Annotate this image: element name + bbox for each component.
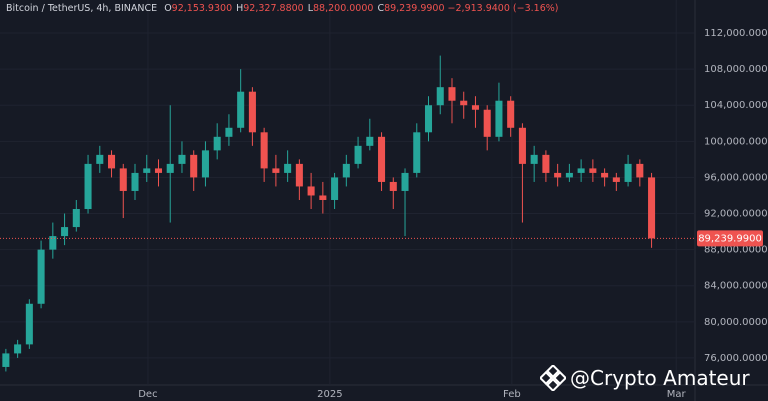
ohlc-value: 89,239.9900 <box>384 3 445 14</box>
candle-body <box>154 168 163 173</box>
candle-body <box>14 344 22 354</box>
watermark-text: @Crypto Amateur <box>570 366 750 390</box>
candle-body <box>178 154 186 164</box>
ohlc-key: L <box>307 3 313 14</box>
candle-body <box>436 87 444 106</box>
y-tick-label: 92,000.0000 <box>704 209 768 220</box>
candle-body <box>307 186 315 196</box>
candle-body <box>413 132 421 173</box>
candle-body <box>389 181 397 191</box>
price-label: 89,239.9900 <box>698 233 762 244</box>
price-label-box <box>697 230 763 247</box>
candle-body <box>366 136 374 146</box>
x-tick-label: 2025 <box>317 389 342 400</box>
candle-body <box>84 163 92 210</box>
candle-body <box>131 172 139 191</box>
candle-body <box>295 163 303 187</box>
ohlc-value: 88,200.0000 <box>313 3 374 14</box>
candle-body <box>601 172 609 178</box>
y-tick-label: 88,000.0000 <box>704 245 768 256</box>
y-tick-label: 104,000.0000 <box>704 100 768 111</box>
candle-body <box>190 154 198 178</box>
ohlc-value: 92,153.9300 <box>171 3 233 14</box>
x-tick-label: Dec <box>138 389 157 400</box>
x-tick-label: Feb <box>503 389 521 400</box>
candle-body <box>96 154 104 164</box>
candle-body <box>119 168 127 191</box>
candle-body <box>648 177 656 239</box>
symbol-title: Bitcoin / TetherUS, 4h, BINANCE <box>6 3 158 14</box>
x-tick-label: Mar <box>667 389 687 400</box>
ohlc-values: O92,153.9300 H92,327.8800 L88,200.0000 C89,… <box>160 3 444 14</box>
y-tick-label: 112,000.0000 <box>704 28 768 39</box>
candle-body <box>248 91 256 133</box>
candle-body <box>25 303 33 345</box>
candle-body <box>49 236 57 250</box>
candle-body <box>319 195 327 200</box>
candle-body <box>518 127 526 164</box>
logo <box>540 365 566 391</box>
candle-body <box>589 168 597 173</box>
candle-body <box>143 168 151 173</box>
candle-body <box>495 100 503 137</box>
candle-body <box>331 177 339 200</box>
candle-body <box>624 163 632 182</box>
candle-body <box>342 163 350 178</box>
candle-body <box>284 163 292 173</box>
candle-body <box>636 163 644 178</box>
candle-body <box>201 150 209 178</box>
candle-body <box>213 136 221 151</box>
candle-body <box>72 209 80 228</box>
y-tick-label: 100,000.0000 <box>704 136 768 147</box>
candle-body <box>542 154 550 173</box>
candle-body <box>378 136 386 182</box>
candle-body <box>424 105 433 133</box>
y-tick-label: 76,000.0000 <box>704 353 768 364</box>
candle-body <box>354 145 362 164</box>
change: −2,913.9400 (−3.16%) <box>447 3 559 14</box>
candle-body <box>401 172 409 191</box>
ohlc-key: O <box>164 3 172 14</box>
y-tick-label: 108,000.0000 <box>704 64 768 75</box>
candle-body <box>507 100 515 128</box>
candle-body <box>272 168 280 173</box>
watermark: @Crypto Amateur <box>540 365 750 391</box>
candle-body <box>37 249 45 304</box>
candle-body <box>577 168 585 173</box>
candle-body <box>108 154 116 169</box>
symbol-header: Bitcoin / TetherUS, 4h, BINANCE O92,153.… <box>6 3 558 14</box>
candle-body <box>448 87 456 101</box>
y-tick-label: 80,000.0000 <box>704 317 768 328</box>
candle-body <box>530 154 538 164</box>
candle-body <box>166 163 174 173</box>
y-tick-label: 84,000.0000 <box>704 281 768 292</box>
ohlc-key: C <box>377 3 385 14</box>
candle-body <box>260 132 268 169</box>
candle-body <box>225 127 233 137</box>
ohlc-key: H <box>236 3 244 14</box>
candle-body <box>61 227 69 237</box>
ohlc-value: 92,327.8800 <box>243 3 304 14</box>
candle-body <box>554 172 562 178</box>
candle-body <box>565 172 573 178</box>
candle-body <box>483 109 491 137</box>
candle-body <box>612 177 620 182</box>
candle-body <box>471 105 479 110</box>
candle-body <box>460 100 468 106</box>
candle-body <box>237 91 245 128</box>
candle-body <box>2 353 10 367</box>
y-tick-label: 96,000.0000 <box>704 172 768 183</box>
